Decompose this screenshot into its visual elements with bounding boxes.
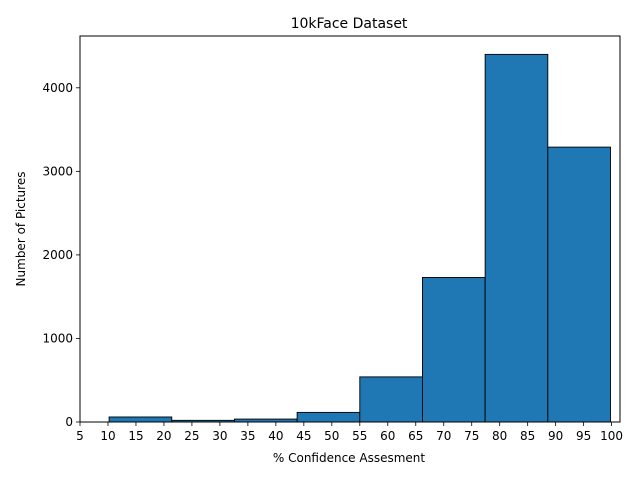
x-tick-label-13: 70 bbox=[436, 429, 451, 443]
histogram-bar-7 bbox=[547, 146, 611, 423]
x-tick-label-14: 75 bbox=[464, 429, 479, 443]
x-tick-label-5: 30 bbox=[212, 429, 227, 443]
x-tick-label-9: 50 bbox=[324, 429, 339, 443]
x-tick-label-19: 100 bbox=[600, 429, 623, 443]
chart-title: 10kFace Dataset bbox=[291, 16, 408, 32]
y-axis: 0 1000 2000 3000 4000 bbox=[42, 81, 80, 429]
x-tick-label-4: 25 bbox=[184, 429, 199, 443]
y-axis-label: Number of Pictures bbox=[14, 172, 28, 287]
histogram-bar-0 bbox=[108, 416, 173, 423]
x-tick-label-15: 80 bbox=[492, 429, 507, 443]
bars-group bbox=[108, 53, 611, 423]
x-tick-label-6: 35 bbox=[240, 429, 255, 443]
histogram-bar-4 bbox=[359, 376, 423, 423]
x-tick-label-2: 15 bbox=[128, 429, 143, 443]
histogram-bar-3 bbox=[296, 411, 361, 423]
y-tick-label-3: 3000 bbox=[42, 164, 73, 178]
x-tick-label-10: 55 bbox=[352, 429, 367, 443]
y-tick-label-1: 1000 bbox=[42, 331, 73, 345]
x-axis-label: % Confidence Assesment bbox=[273, 451, 426, 465]
x-tick-label-18: 95 bbox=[576, 429, 591, 443]
x-tick-label-11: 60 bbox=[380, 429, 395, 443]
plot-frame bbox=[79, 35, 621, 423]
x-tick-label-0: 5 bbox=[76, 429, 84, 443]
histogram-bar-5 bbox=[422, 277, 486, 423]
x-tick-label-3: 20 bbox=[156, 429, 171, 443]
y-tick-label-2: 2000 bbox=[42, 248, 73, 262]
x-tick-label-16: 85 bbox=[520, 429, 535, 443]
x-tick-label-17: 90 bbox=[548, 429, 563, 443]
x-tick-label-12: 65 bbox=[408, 429, 423, 443]
histogram-bar-6 bbox=[484, 53, 549, 423]
x-tick-label-1: 10 bbox=[100, 429, 115, 443]
x-axis: 5 10 15 20 25 30 35 40 45 50 55 60 65 70 75 80 85 90 95 100 bbox=[76, 422, 623, 443]
x-tick-label-8: 45 bbox=[296, 429, 311, 443]
y-tick-label-4: 4000 bbox=[42, 81, 73, 95]
x-tick-label-7: 40 bbox=[268, 429, 283, 443]
y-tick-label-0: 0 bbox=[65, 415, 73, 429]
